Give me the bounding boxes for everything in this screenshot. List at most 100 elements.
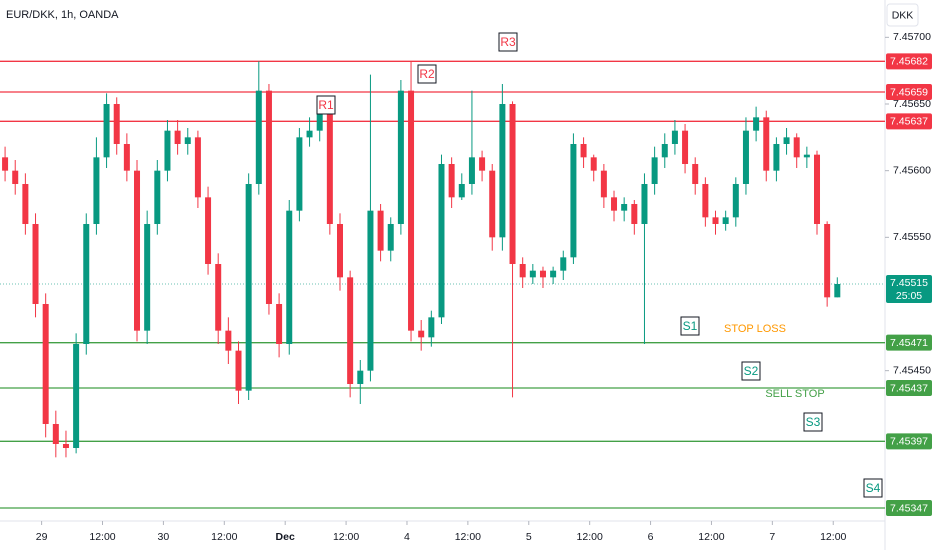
candle-body xyxy=(12,170,19,184)
candle-body xyxy=(255,90,262,184)
candle-body xyxy=(550,270,557,278)
countdown: 25:05 xyxy=(896,290,922,302)
candle-body xyxy=(692,164,699,184)
candle-body xyxy=(73,344,80,448)
level-label-bg xyxy=(886,53,932,70)
level-label-bg xyxy=(886,334,932,351)
candle-body xyxy=(144,224,151,331)
candle-body xyxy=(438,164,445,318)
candle-body xyxy=(499,104,506,238)
candle-body xyxy=(184,137,191,144)
candle-body xyxy=(631,204,638,224)
candle-body xyxy=(347,277,354,384)
level-label: 7.45682 xyxy=(890,56,928,68)
candle-body xyxy=(22,184,29,224)
candle-body xyxy=(418,330,425,338)
y-tick-label: 7.45600 xyxy=(893,164,931,176)
candle-body xyxy=(458,184,465,198)
x-tick-label: 12:00 xyxy=(455,531,481,543)
x-tick-label: Dec xyxy=(276,531,295,543)
candle-body xyxy=(712,217,719,224)
x-tick-label: 5 xyxy=(526,531,532,543)
candle-body xyxy=(326,104,333,224)
candle-body xyxy=(773,144,780,171)
y-tick-label: 7.45700 xyxy=(893,31,931,43)
candle-body xyxy=(702,184,709,218)
candle-body xyxy=(641,184,648,224)
candle-body xyxy=(479,157,486,171)
level-label-bg xyxy=(886,380,932,396)
candle-body xyxy=(824,224,831,298)
x-tick-label: 6 xyxy=(648,531,654,543)
candle-body xyxy=(52,424,59,444)
candle-body xyxy=(428,317,435,338)
x-tick-label: 12:00 xyxy=(698,531,724,543)
annotation-box xyxy=(316,95,336,115)
level-label-bg xyxy=(886,500,932,516)
annotation-box xyxy=(417,64,437,84)
level-label-bg xyxy=(886,433,932,450)
candle-body xyxy=(763,117,770,171)
x-tick-label: 4 xyxy=(404,531,410,543)
candle-body xyxy=(235,350,242,391)
candle-body xyxy=(590,157,597,171)
candle-body xyxy=(539,270,546,278)
candle-body xyxy=(62,444,69,448)
level-label: 7.45347 xyxy=(890,502,928,514)
candle-body xyxy=(265,90,272,305)
candle-body xyxy=(661,144,668,158)
candle-body xyxy=(753,117,760,131)
candle-body xyxy=(42,304,49,424)
candle-body xyxy=(215,264,222,331)
candle-body xyxy=(732,184,739,218)
candle-body xyxy=(316,104,323,131)
level-label: 7.45471 xyxy=(890,337,928,349)
annotation: R2 xyxy=(419,67,435,81)
candle-body xyxy=(814,154,821,224)
candle-body xyxy=(519,264,526,278)
candle-body xyxy=(682,130,689,164)
candle-body xyxy=(783,137,790,144)
candle-body xyxy=(194,137,201,198)
candle-body xyxy=(580,144,587,158)
candle-body xyxy=(306,130,313,138)
candle-body xyxy=(276,304,283,344)
candle-body xyxy=(93,157,100,224)
candle-body xyxy=(154,170,161,224)
candle-body xyxy=(296,137,303,211)
current-price-bg xyxy=(886,275,932,303)
candle-body xyxy=(621,204,628,211)
candle-body xyxy=(174,130,181,144)
y-tick-label: 7.45450 xyxy=(893,364,931,376)
candle-body xyxy=(671,130,678,144)
candle-body xyxy=(367,210,374,371)
candle-body xyxy=(722,217,729,224)
candle-body xyxy=(397,90,404,225)
candle-body xyxy=(83,224,90,344)
annotation: R1 xyxy=(318,98,334,112)
candle-body xyxy=(357,370,364,384)
y-tick-label: 7.45650 xyxy=(893,98,931,110)
candle-body xyxy=(2,157,9,171)
candle-body xyxy=(651,157,658,184)
level-label: 7.45437 xyxy=(890,382,928,394)
level-label: 7.45659 xyxy=(890,86,928,98)
candle-body xyxy=(387,224,394,251)
candle-body xyxy=(164,130,171,171)
candle-body xyxy=(408,90,415,331)
annotation: R3 xyxy=(500,35,516,49)
candle-body xyxy=(611,197,618,211)
x-tick-label: 30 xyxy=(158,531,170,543)
currency-button-frame[interactable] xyxy=(886,3,919,27)
candle-body xyxy=(600,170,607,198)
annotation-box xyxy=(863,478,883,498)
candle-body xyxy=(245,184,252,391)
currency-button[interactable]: DKK xyxy=(892,9,914,21)
candle-body xyxy=(834,284,841,298)
candle-body xyxy=(336,224,343,278)
candle-body xyxy=(134,170,141,331)
candle-body xyxy=(225,330,232,351)
candle-body xyxy=(377,210,384,251)
candle-body xyxy=(560,257,567,271)
